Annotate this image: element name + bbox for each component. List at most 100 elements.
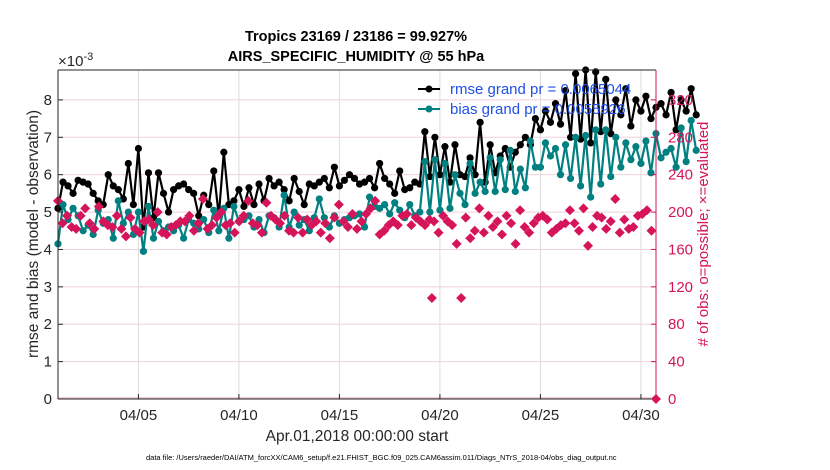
obs-point [338, 216, 349, 227]
obs-point [324, 233, 335, 244]
rmse-point [315, 178, 323, 186]
bias-point [692, 146, 700, 154]
rmse-point [436, 171, 444, 179]
y-tick-label-right: 160 [668, 241, 693, 258]
obs-point [120, 231, 131, 242]
bias-point [577, 182, 585, 190]
bias-point [416, 208, 424, 216]
rmse-point [632, 96, 640, 104]
rmse-point [381, 174, 389, 183]
bias-point [622, 139, 630, 147]
rmse-point [84, 180, 92, 188]
bias-point [571, 133, 580, 141]
obs-point [641, 205, 652, 216]
x-tick-label: 04/05 [120, 407, 158, 424]
y-tick-label: 4 [44, 241, 52, 258]
rmse-point [376, 159, 384, 168]
rmse-point [622, 85, 630, 93]
obs-point [111, 210, 122, 221]
obs-point [116, 223, 127, 234]
rmse-point [210, 167, 218, 175]
bias-point [521, 184, 529, 192]
bias-point [491, 187, 499, 196]
bias-point [662, 148, 670, 156]
bias-point [230, 202, 238, 211]
bias-point [381, 200, 389, 209]
obs-point [587, 222, 598, 233]
y-tick-label-right: 280 [668, 129, 693, 146]
obs-point [261, 197, 272, 208]
bias-point [677, 124, 685, 132]
obs-point [134, 227, 145, 238]
obs-point [469, 225, 480, 236]
obs-point [62, 210, 73, 221]
obs-point [274, 218, 285, 229]
obs-point [406, 220, 417, 231]
bias-point [79, 227, 87, 235]
rmse-point [280, 186, 288, 194]
obs-point [583, 240, 594, 251]
rmse-point [396, 167, 404, 175]
obs-point [460, 212, 471, 223]
bias-point [632, 143, 640, 151]
bias-point [642, 137, 650, 145]
legend-rmse-label: rmse grand pr = 0.0065044 [450, 81, 631, 98]
rmse-point [441, 143, 449, 151]
y-tick-label: 5 [44, 204, 52, 221]
obs-point [184, 210, 195, 221]
y-tick-label-right: 40 [668, 354, 685, 371]
bias-point [511, 187, 519, 196]
bias-point [466, 159, 474, 168]
bias-point [365, 193, 374, 201]
obs-point [492, 216, 503, 227]
obs-point [293, 212, 304, 223]
rmse-point [617, 111, 625, 119]
bias-point [501, 186, 509, 194]
legend-bias-marker [425, 105, 433, 113]
bias-point [617, 163, 625, 171]
bias-point [149, 234, 158, 242]
obs-point [365, 203, 376, 214]
obs-point [234, 216, 245, 227]
rmse-point [662, 111, 670, 119]
bias-point [421, 157, 429, 166]
bias-point [667, 144, 675, 153]
rmse-point [476, 118, 484, 126]
bias-point [672, 163, 680, 171]
obs-point [75, 210, 86, 221]
rmse-point [406, 184, 414, 192]
obs-point [279, 210, 290, 221]
obs-point [84, 218, 95, 229]
bias-point [144, 202, 153, 211]
bias-point [391, 199, 399, 207]
rmse-point [345, 171, 354, 179]
rmse-point [602, 75, 610, 83]
y-axis-label-right: # of obs: o=possible; ×=evaluated [695, 122, 712, 347]
series-rmse [54, 66, 700, 231]
obs-point [247, 218, 258, 229]
series-obs [53, 193, 661, 404]
obs-point [197, 193, 208, 204]
obs-point [80, 203, 91, 214]
rmse-point [360, 178, 369, 186]
rmse-point [350, 174, 359, 183]
bias-point [431, 156, 439, 164]
bias-point [436, 206, 444, 214]
bias-point [566, 174, 575, 183]
obs-point [302, 214, 313, 225]
y-tick-label: 6 [44, 167, 52, 184]
rmse-point [637, 107, 645, 115]
rmse-point [627, 122, 635, 130]
rmse-point [571, 70, 580, 78]
chart-title-line1: Tropics 23169 / 23186 = 99.927% [245, 29, 467, 45]
rmse-point [195, 212, 203, 220]
rmse-point [320, 174, 328, 183]
rmse-point [164, 208, 173, 216]
rmse-point [386, 180, 394, 188]
rmse-point [692, 111, 700, 119]
rmse-point [340, 176, 349, 184]
obs-point [564, 205, 575, 216]
rmse-point [642, 92, 650, 100]
bias-point [355, 210, 364, 218]
